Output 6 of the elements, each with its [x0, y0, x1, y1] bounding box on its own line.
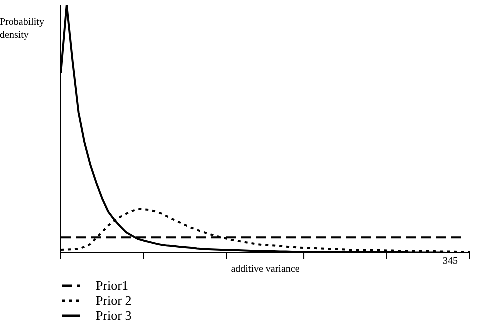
legend-label: Prior1 [96, 278, 128, 293]
text: 345 [443, 256, 458, 267]
x-axis-title: additive variance [231, 264, 300, 275]
legend-label: Prior 3 [96, 308, 132, 323]
y-axis-title: Probability density [0, 16, 46, 42]
legend-label: Prior 2 [96, 293, 132, 308]
